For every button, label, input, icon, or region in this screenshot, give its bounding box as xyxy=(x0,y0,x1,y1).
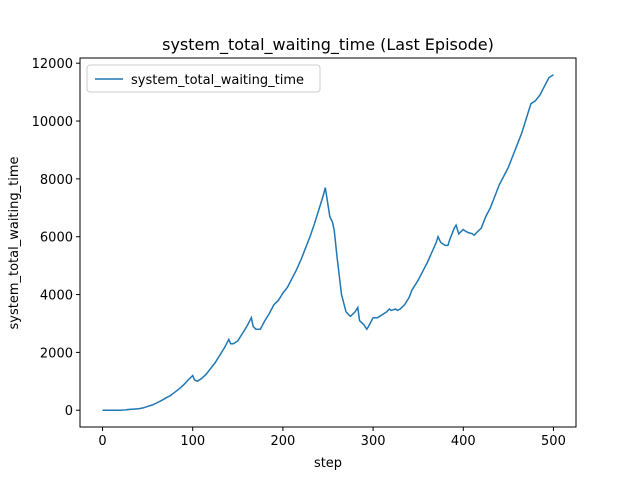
y-tick-label: 8000 xyxy=(40,173,73,188)
y-tick-label: 4000 xyxy=(40,289,73,304)
legend-label: system_total_waiting_time xyxy=(131,73,304,88)
x-tick-label: 400 xyxy=(451,434,476,449)
chart-title: system_total_waiting_time (Last Episode) xyxy=(162,35,494,55)
y-tick-label: 10000 xyxy=(32,115,73,130)
x-tick-label: 100 xyxy=(180,434,205,449)
line-series xyxy=(102,74,554,411)
x-tick-label: 500 xyxy=(541,434,566,449)
y-tick-label: 12000 xyxy=(32,57,73,72)
x-tick-label: 300 xyxy=(361,434,386,449)
legend-box xyxy=(86,64,321,93)
x-tick-label: 0 xyxy=(98,434,106,449)
plot-frame xyxy=(79,57,577,428)
y-tick-label: 0 xyxy=(65,404,73,419)
x-tick-label: 200 xyxy=(270,434,295,449)
y-axis-label: system_total_waiting_time xyxy=(7,156,22,329)
y-tick-label: 2000 xyxy=(40,346,73,361)
x-axis-label: step xyxy=(314,456,342,471)
y-tick-label: 6000 xyxy=(40,231,73,246)
